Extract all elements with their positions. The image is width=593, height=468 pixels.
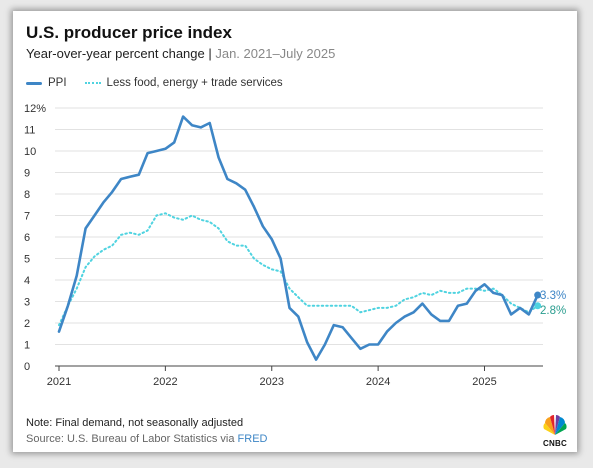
y-tick-label: 11 [24, 125, 35, 137]
source-link-fred[interactable]: FRED [237, 433, 268, 445]
line-chart: 0 1 2 3 4 5 6 7 8 9 10 11 12% 2021 2022 2023 2024 2025 3.3… [24, 103, 566, 388]
y-tick-label: 9 [24, 168, 30, 180]
legend-label-core: Less food, energy + trade services [106, 77, 283, 89]
legend-label-ppi: PPI [48, 77, 67, 89]
y-tick-label: 0 [24, 361, 30, 373]
ppi-end-point [534, 291, 542, 299]
legend: PPI Less food, energy + trade services [26, 77, 283, 89]
x-tick-label: 2025 [472, 376, 496, 388]
chart-title: U.S. producer price index [26, 23, 232, 42]
x-tick-label: 2021 [47, 376, 71, 388]
y-tick-label: 7 [24, 211, 30, 223]
chart-subtitle: Year-over-year percent change | Jan. 202… [26, 46, 335, 61]
core-end-point [534, 302, 542, 310]
x-tick-label: 2023 [260, 376, 284, 388]
subtitle-range: Jan. 2021–July 2025 [215, 46, 336, 61]
source-line: Source: U.S. Bureau of Labor Statistics … [26, 433, 268, 445]
peacock-icon [543, 415, 567, 435]
ppi-end-label: 3.3% [540, 290, 566, 302]
ppi-series-line [57, 115, 539, 361]
core-series-line [58, 212, 539, 327]
legend-swatch-core [84, 82, 101, 84]
y-tick-label: 5 [24, 254, 30, 266]
y-tick-label: 2 [24, 318, 30, 330]
y-tick-label: 1 [24, 340, 30, 352]
y-tick-label: 6 [24, 232, 30, 244]
y-tick-label: 12% [24, 103, 46, 115]
source-prefix: Source: U.S. Bureau of Labor Statistics … [26, 433, 238, 445]
legend-swatch-ppi [26, 81, 42, 85]
chart-card: U.S. producer price index Year-over-year… [13, 11, 577, 452]
subtitle-main: Year-over-year percent change | [26, 46, 216, 61]
cnbc-logo-text: CNBC [543, 439, 567, 448]
x-tick-label: 2022 [153, 376, 177, 388]
core-end-label: 2.8% [540, 305, 566, 317]
y-tick-label: 4 [24, 275, 30, 287]
cnbc-logo: CNBC [541, 413, 569, 449]
y-tick-label: 10 [24, 146, 36, 158]
y-tick-label: 3 [24, 297, 30, 309]
y-tick-label: 8 [24, 189, 30, 201]
footnote: Note: Final demand, not seasonally adjus… [26, 417, 244, 429]
x-tick-label: 2024 [366, 376, 390, 388]
